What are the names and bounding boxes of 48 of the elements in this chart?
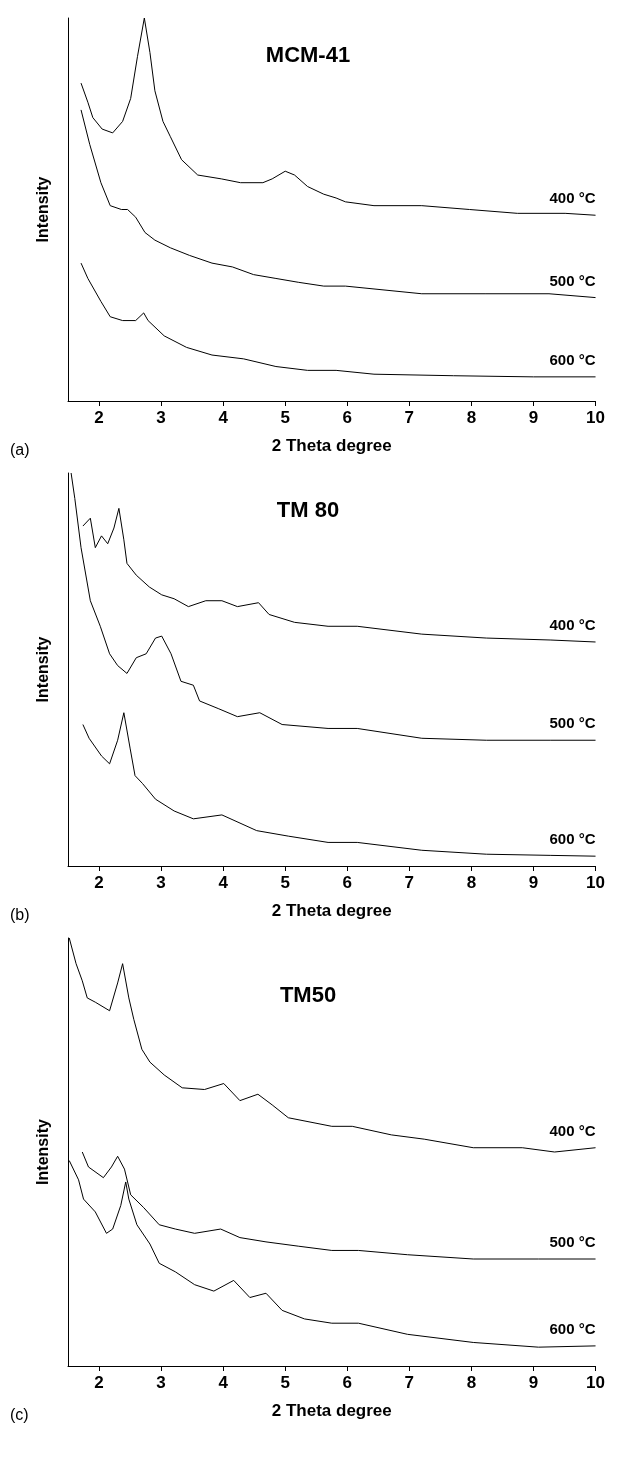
y-axis-title: Intensity — [33, 1119, 51, 1185]
x-tick-label: 6 — [342, 1373, 353, 1392]
text: (b) — [10, 905, 30, 923]
x-tick-label: 7 — [404, 1373, 415, 1392]
series-label: 400 °C — [549, 1121, 596, 1139]
x-tick-label: 3 — [156, 408, 166, 427]
x-tick-label: 8 — [466, 1373, 477, 1392]
series-label: 500 °C — [549, 1233, 596, 1250]
x-tick-label: 3 — [156, 1373, 166, 1392]
text: (a) — [10, 440, 30, 458]
y-axis-title: Intensity — [33, 636, 51, 703]
text: (c) — [10, 1405, 29, 1423]
x-tick-label: 2 — [94, 1373, 104, 1392]
text: TM 80 — [276, 496, 340, 522]
x-axis-title: 2 Theta degree — [271, 1401, 392, 1420]
x-tick-label: 10 — [586, 408, 606, 427]
x-tick-label: 8 — [466, 408, 477, 427]
x-tick-label: 7 — [404, 408, 415, 427]
x-tick-label: 3 — [156, 873, 166, 892]
x-tick-label: 9 — [528, 408, 539, 427]
x-tick-label: 10 — [586, 1373, 606, 1392]
y-axis-title: Intensity — [33, 176, 51, 243]
series-label: 600 °C — [549, 830, 596, 848]
x-tick-label: 7 — [404, 873, 415, 892]
series-label: 600 °C — [549, 350, 596, 368]
x-tick-label: 2 — [94, 408, 104, 427]
x-tick-label: 2 — [94, 873, 104, 892]
x-tick-label: 5 — [280, 1373, 290, 1392]
x-tick-label: 5 — [280, 873, 290, 892]
x-tick-label: 10 — [586, 873, 606, 892]
x-axis-title: 2 Theta degree — [271, 436, 392, 455]
x-tick-label: 6 — [342, 408, 353, 427]
x-tick-label: 4 — [218, 1373, 229, 1392]
series-label: 400 °C — [549, 189, 596, 207]
series-label: 500 °C — [549, 714, 596, 732]
x-axis-title: 2 Theta degree — [271, 901, 392, 920]
x-tick-label: 9 — [528, 1373, 539, 1392]
series-label: 500 °C — [549, 271, 596, 289]
x-tick-label: 4 — [218, 408, 229, 427]
series-label: 400 °C — [549, 615, 596, 633]
x-tick-label: 9 — [528, 873, 539, 892]
text: TM50 — [279, 981, 337, 1007]
series-label: 600 °C — [549, 1319, 596, 1337]
x-tick-label: 4 — [218, 873, 229, 892]
x-tick-label: 8 — [466, 873, 477, 892]
x-tick-label: 5 — [280, 408, 290, 427]
x-tick-label: 6 — [342, 873, 353, 892]
text: MCM-41 — [265, 41, 351, 67]
